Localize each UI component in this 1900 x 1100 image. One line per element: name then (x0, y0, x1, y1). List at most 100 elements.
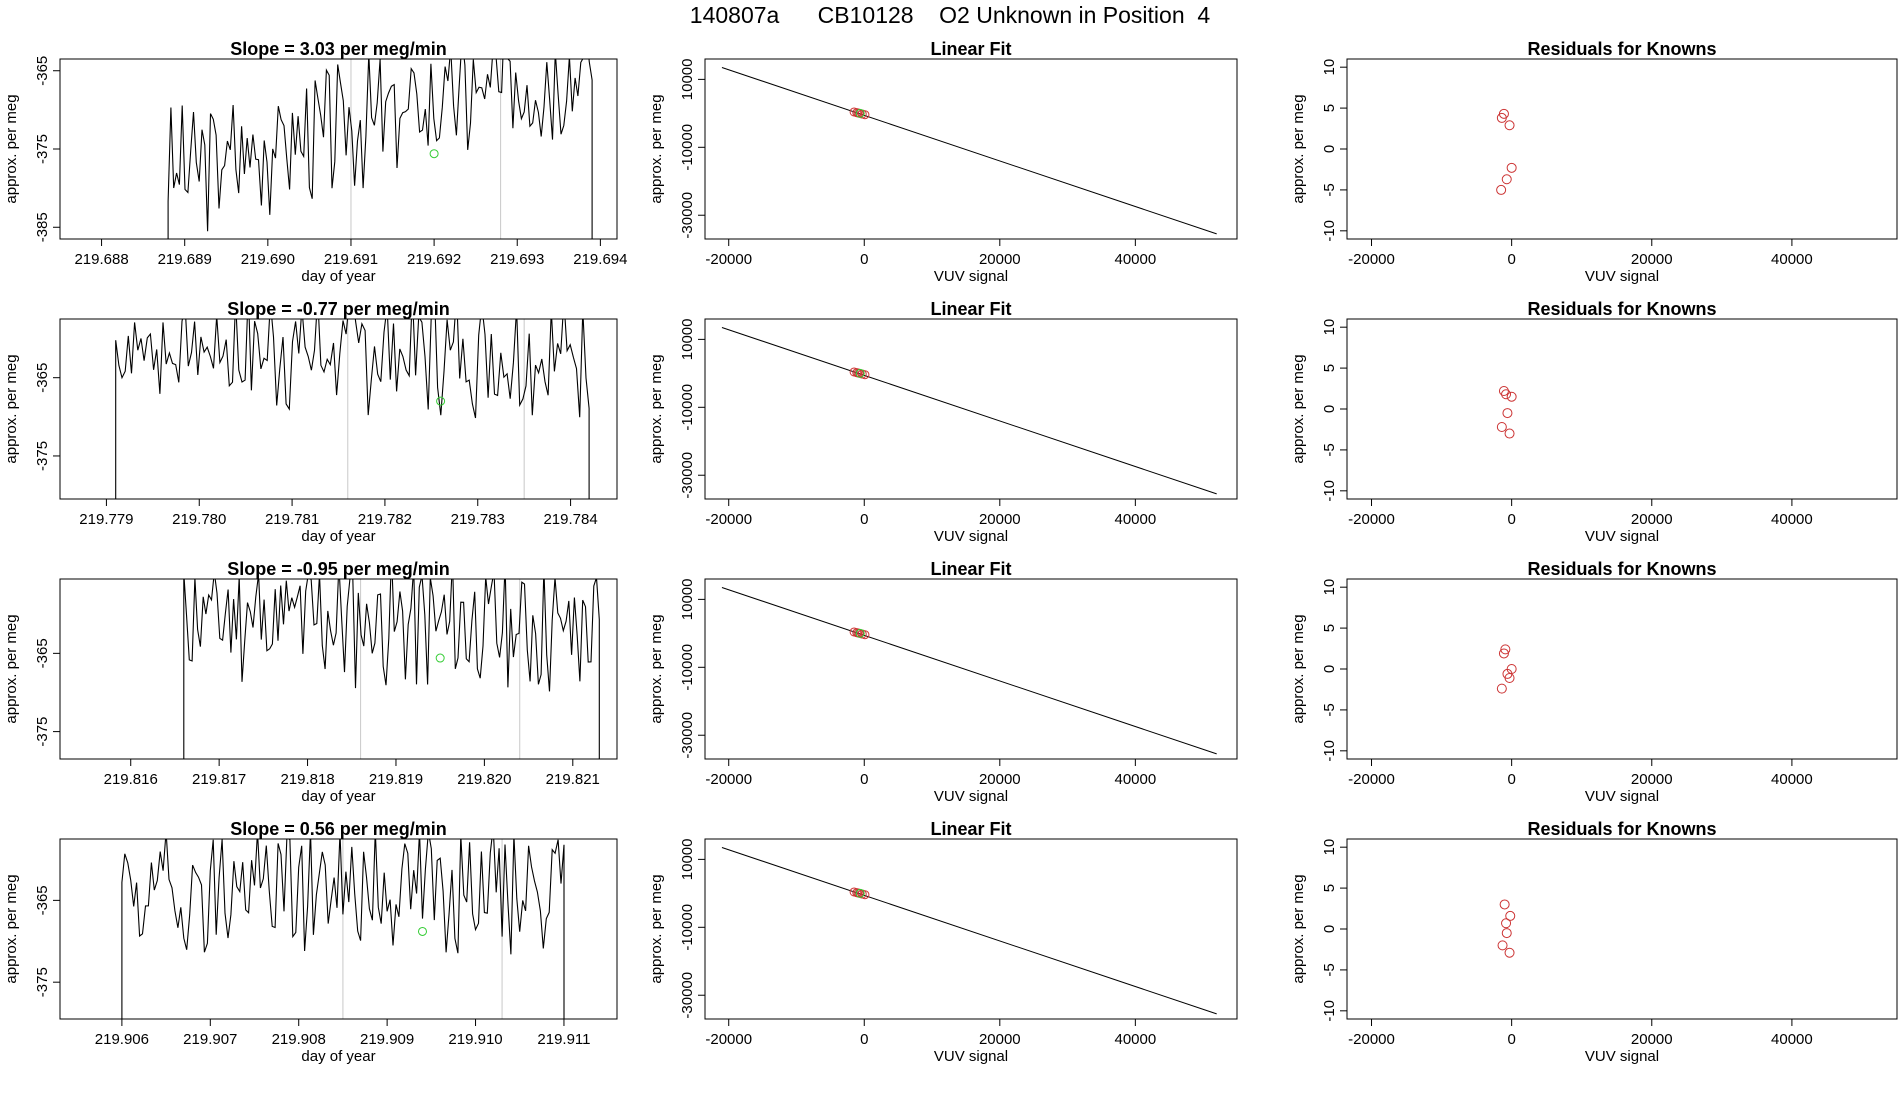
y-axis-label: approx. per meg (3, 94, 20, 203)
y-tick-label: 10 (1321, 59, 1338, 76)
panel-title: Slope = 0.56 per meg/min (230, 819, 447, 839)
residual-point (1506, 162, 1517, 173)
y-tick-label: -10 (1321, 740, 1338, 762)
unknown-point (429, 149, 439, 159)
y-tick-label: 10 (1321, 839, 1338, 856)
plot-area (115, 319, 590, 499)
y-tick-label: 10000 (679, 579, 696, 621)
y-tick-label: -10000 (679, 644, 696, 691)
known-point (860, 890, 870, 900)
x-tick-label: 0 (860, 771, 868, 788)
x-tick-label: -20000 (705, 511, 752, 528)
y-tick-label: 0 (1321, 145, 1338, 153)
plot-frame (59, 58, 618, 240)
x-axis-label: VUV signal (1585, 788, 1659, 805)
timeseries-trace (115, 319, 590, 499)
y-axis-label: approx. per meg (648, 94, 665, 203)
y-tick-label: -5 (1321, 703, 1338, 716)
y-tick-label: -375 (34, 967, 51, 997)
y-axis-label: approx. per meg (648, 354, 665, 463)
plot-frame (1346, 58, 1898, 240)
x-axis-label: VUV signal (1585, 1048, 1659, 1065)
x-tick-label: 40000 (1771, 251, 1813, 268)
unknown-point (855, 368, 865, 378)
x-tick-label: -20000 (705, 771, 752, 788)
panel-title: Residuals for Knowns (1527, 39, 1716, 59)
x-tick-label: 219.818 (280, 771, 334, 788)
x-tick-label: 20000 (979, 251, 1021, 268)
y-tick-label: -10 (1321, 1000, 1338, 1022)
x-axis-label: VUV signal (934, 788, 1008, 805)
x-tick-label: -20000 (1348, 511, 1395, 528)
x-axis-label: VUV signal (1585, 268, 1659, 285)
unknown-point (855, 108, 865, 118)
x-tick-label: 0 (860, 511, 868, 528)
x-tick-label: 219.816 (104, 771, 158, 788)
y-axis-label: approx. per meg (1290, 614, 1307, 723)
panel-timeseries-row2: Slope = -0.77 per meg/min 219.779 219.780 2… (3, 299, 618, 545)
residual-point (1502, 408, 1513, 419)
plot-area (183, 579, 600, 759)
y-tick-label: 0 (1321, 665, 1338, 673)
x-tick-label: 219.782 (358, 511, 412, 528)
x-tick-label: 219.911 (537, 1031, 590, 1048)
plot-frame (704, 318, 1238, 500)
x-tick-label: 219.819 (369, 771, 423, 788)
x-tick-label: 0 (1507, 511, 1515, 528)
x-tick-label: 219.909 (360, 1031, 414, 1048)
fit-line (721, 67, 1217, 235)
plot-frame (59, 838, 618, 1020)
plot-frame (1346, 318, 1898, 500)
x-tick-label: 219.821 (546, 771, 600, 788)
residual-point (1499, 899, 1510, 910)
residual-point (1501, 918, 1512, 929)
y-axis-label: approx. per meg (3, 874, 20, 983)
x-tick-label: 219.690 (241, 251, 295, 268)
plot-frame (59, 578, 618, 760)
plot-frame (1346, 838, 1898, 1020)
residual-point (1496, 112, 1507, 123)
y-tick-label: -5 (1321, 443, 1338, 456)
residual-point (1504, 428, 1515, 439)
unknown-point (435, 653, 445, 663)
x-tick-label: 219.779 (79, 511, 133, 528)
x-tick-label: 219.783 (451, 511, 505, 528)
x-tick-label: -20000 (1348, 771, 1395, 788)
panel-residuals-row3: Residuals for Knowns -20000 0 20000 40000 10 5… (1290, 559, 1898, 805)
y-axis-label: approx. per meg (3, 614, 20, 723)
x-axis-label: VUV signal (934, 1048, 1008, 1065)
y-tick-label: -385 (34, 212, 51, 242)
panel-residuals-row4: Residuals for Knowns -20000 0 20000 40000 10 5… (1290, 819, 1898, 1065)
x-tick-label: 219.820 (457, 771, 511, 788)
y-tick-label: 10 (1321, 579, 1338, 596)
x-tick-label: 20000 (979, 1031, 1021, 1048)
x-tick-label: 219.780 (172, 511, 226, 528)
x-tick-label: 0 (1507, 771, 1515, 788)
y-axis-label: approx. per meg (3, 354, 20, 463)
x-tick-label: 40000 (1771, 511, 1813, 528)
residual-point (1504, 947, 1515, 958)
panel-timeseries-row3: Slope = -0.95 per meg/min 219.816 219.817 2… (3, 559, 618, 805)
residual-point (1500, 644, 1511, 655)
x-tick-label: -20000 (705, 1031, 752, 1048)
x-axis-label: VUV signal (1585, 528, 1659, 545)
x-tick-label: 219.694 (573, 251, 627, 268)
y-tick-label: 5 (1321, 884, 1338, 892)
panel-title: Linear Fit (930, 819, 1011, 839)
x-tick-label: -20000 (705, 251, 752, 268)
unknown-point (417, 926, 427, 936)
x-tick-label: 20000 (979, 771, 1021, 788)
y-tick-label: 0 (1321, 925, 1338, 933)
x-tick-label: 219.907 (183, 1031, 237, 1048)
y-tick-label: -375 (34, 717, 51, 747)
y-tick-label: 10000 (679, 319, 696, 361)
known-point (860, 630, 870, 640)
x-tick-label: 219.781 (265, 511, 319, 528)
y-tick-label: -5 (1321, 183, 1338, 196)
fit-line (721, 587, 1217, 755)
x-tick-label: 219.692 (407, 251, 461, 268)
y-axis-label: approx. per meg (1290, 874, 1307, 983)
residual-point (1496, 184, 1507, 195)
x-tick-label: 219.908 (272, 1031, 326, 1048)
figure-title: 140807a CB10128 O2 Unknown in Position 4 (689, 2, 1211, 28)
